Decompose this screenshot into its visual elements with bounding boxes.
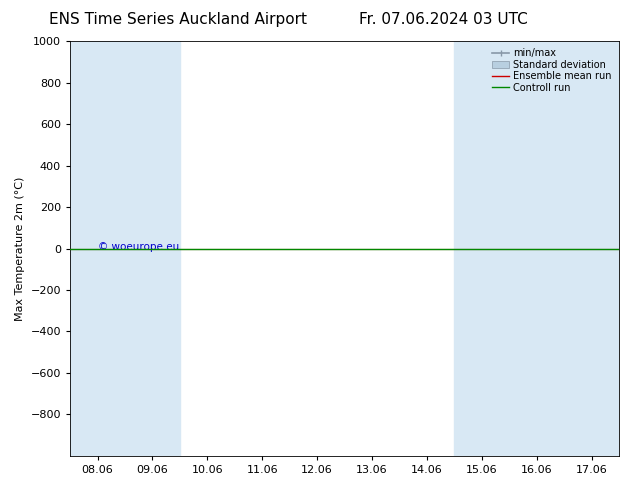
Bar [509,41,564,456]
Text: © woeurope.eu: © woeurope.eu [98,242,179,252]
Bar [455,41,509,456]
Y-axis label: Max Temperature 2m (°C): Max Temperature 2m (°C) [15,176,25,320]
Text: Fr. 07.06.2024 03 UTC: Fr. 07.06.2024 03 UTC [359,12,528,27]
Bar [70,41,125,456]
Bar [125,41,180,456]
Text: ENS Time Series Auckland Airport: ENS Time Series Auckland Airport [49,12,306,27]
Bar [564,41,619,456]
Legend: min/max, Standard deviation, Ensemble mean run, Controll run: min/max, Standard deviation, Ensemble me… [490,47,614,95]
